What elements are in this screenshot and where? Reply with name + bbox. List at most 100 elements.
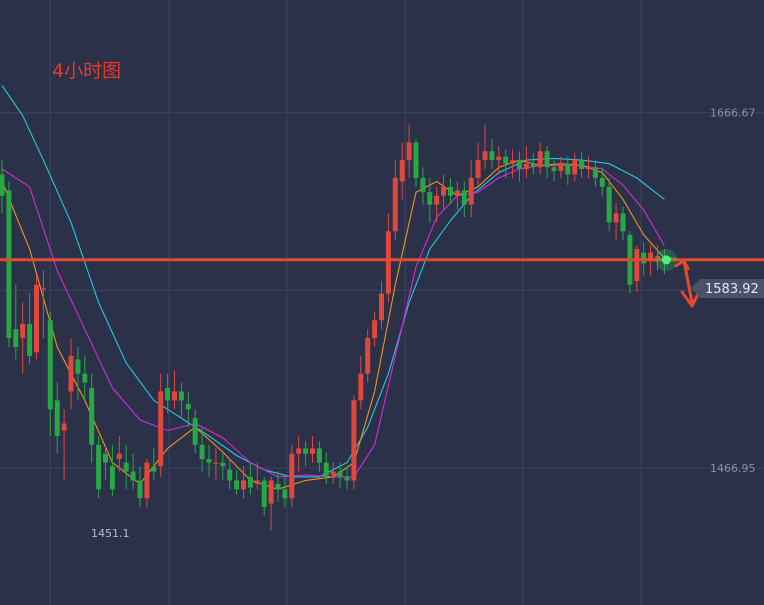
candle	[606, 177, 612, 232]
candle	[144, 459, 150, 508]
candle-body	[523, 163, 529, 170]
candle-body	[330, 471, 336, 476]
candle	[192, 409, 198, 454]
candle-body	[303, 448, 309, 454]
candle-body	[20, 323, 26, 339]
candle-body	[648, 252, 654, 260]
candle-body	[199, 444, 205, 460]
candle	[365, 329, 371, 383]
ma-mid-line	[1, 164, 665, 478]
candle	[448, 177, 453, 205]
price-tag-background	[691, 279, 764, 298]
candle-body	[178, 391, 184, 401]
candle-body	[372, 320, 378, 339]
candle-body	[420, 177, 426, 193]
candle-body	[365, 338, 371, 374]
candle-body	[385, 231, 391, 294]
candle	[20, 302, 26, 374]
candle	[468, 160, 474, 218]
candle	[420, 167, 426, 205]
candle	[165, 373, 171, 413]
candle-body	[289, 453, 295, 499]
candle	[109, 444, 115, 497]
candle	[592, 160, 598, 187]
candle	[558, 156, 564, 178]
candle-body	[551, 167, 557, 171]
candle	[234, 469, 240, 495]
candle-body	[151, 466, 157, 472]
candle	[137, 466, 143, 508]
candle-body	[109, 466, 115, 490]
candle-body	[13, 329, 19, 347]
candle-body	[68, 355, 74, 392]
candle-body	[358, 373, 364, 401]
candle	[275, 471, 281, 502]
candle	[399, 142, 405, 200]
candle-body	[592, 167, 598, 178]
candle-body	[6, 190, 12, 339]
candle-body	[613, 213, 619, 223]
candle	[579, 151, 585, 178]
candle	[82, 355, 88, 401]
candle	[496, 145, 502, 175]
candle-body	[344, 476, 350, 481]
candle-body	[82, 373, 88, 383]
candle-body	[61, 423, 67, 431]
candle-body	[461, 190, 467, 205]
candle	[289, 444, 295, 508]
candle	[344, 466, 350, 490]
forecast-arrows	[666, 256, 702, 308]
forecast-arrow-head-up	[674, 259, 690, 271]
candle	[199, 427, 205, 472]
candle	[565, 156, 571, 186]
candles	[0, 124, 667, 531]
candle	[158, 373, 164, 477]
candle	[40, 270, 46, 339]
candle-body	[337, 471, 343, 477]
candle	[206, 444, 212, 477]
candle	[220, 451, 226, 481]
candle-body	[399, 160, 405, 182]
candle-body	[427, 192, 433, 205]
candle	[75, 346, 81, 401]
candle	[27, 293, 33, 365]
candle-body	[96, 444, 102, 490]
candle-body	[158, 391, 164, 467]
candle-body	[558, 163, 564, 171]
candle	[316, 441, 322, 472]
candle-body	[27, 323, 33, 356]
candle-body	[323, 462, 329, 477]
low-price-label: 1451.1	[91, 527, 130, 540]
candle	[434, 186, 440, 223]
candle	[337, 462, 343, 488]
candle	[323, 451, 329, 484]
candle-body	[123, 462, 129, 472]
candle-body	[75, 359, 81, 374]
candle-body	[406, 142, 412, 161]
candle-body	[482, 151, 488, 161]
candle	[482, 124, 488, 170]
candle-body	[130, 471, 136, 481]
candle-body	[34, 284, 39, 353]
candle-body	[282, 489, 288, 499]
candle	[441, 174, 447, 210]
candle-body	[261, 480, 267, 508]
candle-body	[606, 186, 612, 223]
candle	[178, 382, 184, 419]
candle-body	[296, 448, 302, 454]
candle-body	[227, 469, 233, 481]
candle-body	[496, 156, 502, 161]
candle-body	[517, 160, 522, 170]
candle-body	[579, 160, 585, 170]
candle	[54, 382, 60, 454]
candle-body	[351, 400, 357, 481]
candle	[413, 138, 419, 187]
candle	[489, 138, 495, 170]
candle	[351, 395, 357, 490]
candle-body	[379, 293, 384, 321]
candle-body	[275, 484, 281, 490]
candle	[551, 160, 557, 182]
current-price-dot	[661, 255, 671, 265]
candle-body	[137, 480, 143, 499]
candle-body	[634, 249, 640, 282]
